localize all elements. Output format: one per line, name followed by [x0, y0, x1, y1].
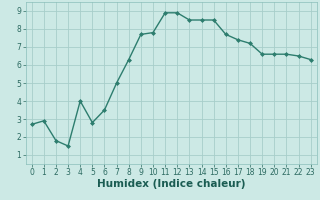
X-axis label: Humidex (Indice chaleur): Humidex (Indice chaleur) [97, 179, 245, 189]
